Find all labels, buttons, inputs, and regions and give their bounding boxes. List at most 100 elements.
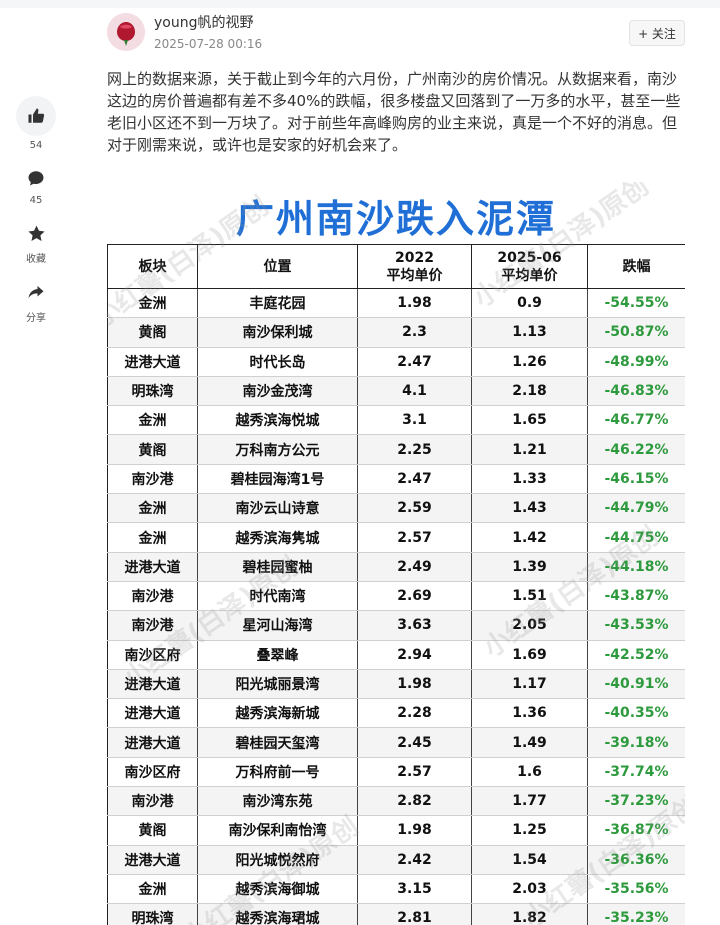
cell-location: 叠翠峰 [197,640,358,670]
cell-drop: -40.91% [587,669,685,700]
table-row: 进港大道 碧桂园天玺湾 2.45 1.49 -39.18% [107,727,685,758]
share-button[interactable]: 分享 [14,279,58,324]
comment-button[interactable]: 45 [14,165,58,206]
favorite-button[interactable]: 收藏 [14,220,58,265]
table-row: 南沙港 碧桂园海湾1号 2.47 1.33 -46.15% [107,464,685,495]
table-row: 金洲 越秀滨海隽城 2.57 1.42 -44.75% [107,522,685,553]
cell-2022-price: 1.98 [357,669,472,700]
table-row: 南沙区府 叠翠峰 2.94 1.69 -42.52% [107,640,685,670]
cell-drop: -37.23% [587,786,685,817]
table-row: 黄阁 万科南方公元 2.25 1.21 -46.22% [107,434,685,465]
action-rail: 54 45 收藏 分享 [14,96,58,338]
table-row: 南沙港 时代南湾 2.69 1.51 -43.87% [107,581,685,612]
cell-2022-price: 2.45 [357,727,472,758]
cell-2022-price: 1.98 [357,815,472,846]
cell-2025-price: 1.26 [471,347,588,377]
cell-2025-price: 1.82 [471,903,588,925]
cell-drop: -36.36% [587,845,685,875]
cell-location: 阳光城悦然府 [197,845,358,875]
cell-2025-price: 1.17 [471,669,588,700]
cell-2025-price: 1.77 [471,786,588,817]
cell-2025-price: 2.18 [471,376,588,407]
cell-2025-price: 1.42 [471,522,588,553]
cell-2025-price: 1.36 [471,698,588,729]
header-2025-year: 2025-06 [497,249,562,266]
table-row: 进港大道 阳光城丽景湾 1.98 1.17 -40.91% [107,669,685,700]
follow-button[interactable]: + 关注 [629,20,685,46]
table-row: 金洲 南沙云山诗意 2.59 1.43 -44.79% [107,493,685,524]
cell-2025-price: 1.54 [471,845,588,875]
cell-location: 越秀滨海隽城 [197,522,358,553]
cell-location: 阳光城丽景湾 [197,669,358,700]
post-timestamp: 2025-07-28 00:16 [154,37,263,51]
header-2022-unit: 平均单价 [386,267,443,284]
cell-2025-price: 2.03 [471,874,588,905]
cell-2025-price: 1.69 [471,640,588,670]
cell-drop: -43.87% [587,581,685,612]
cell-drop: -44.75% [587,522,685,553]
cell-drop: -46.22% [587,434,685,465]
cell-area: 黄阁 [107,815,198,846]
cell-2022-price: 2.57 [357,757,472,788]
cell-drop: -54.55% [587,288,685,319]
table-row: 金洲 越秀滨海悦城 3.1 1.65 -46.77% [107,405,685,436]
cell-area: 金洲 [107,405,198,436]
cell-2025-price: 1.13 [471,317,588,348]
cell-2022-price: 3.15 [357,874,472,905]
cell-2022-price: 2.28 [357,698,472,729]
cell-2025-price: 2.05 [471,610,588,641]
cell-area: 南沙区府 [107,640,198,670]
cell-area: 进港大道 [107,669,198,700]
cell-drop: -43.53% [587,610,685,641]
cell-location: 时代长岛 [197,347,358,377]
cell-drop: -35.23% [587,903,685,925]
post-text: 网上的数据来源，关于截止到今年的六月份，广州南沙的房价情况。从数据来看，南沙这边… [107,70,681,154]
cell-area: 进港大道 [107,552,198,582]
table-row: 黄阁 南沙保利南怡湾 1.98 1.25 -36.87% [107,815,685,846]
cell-2022-price: 4.1 [357,376,472,407]
cell-drop: -36.87% [587,815,685,846]
cell-area: 进港大道 [107,727,198,758]
table-header-row: 板块 位置 2022 平均单价 2025-06 平均单价 跌幅 [107,244,685,289]
cell-area: 进港大道 [107,845,198,875]
cell-drop: -48.99% [587,347,685,377]
table-row: 南沙港 南沙湾东苑 2.82 1.77 -37.23% [107,786,685,817]
cell-2025-price: 1.21 [471,434,588,465]
cell-location: 时代南湾 [197,581,358,612]
cell-area: 金洲 [107,493,198,524]
cell-location: 南沙云山诗意 [197,493,358,524]
cell-2025-price: 1.39 [471,552,588,582]
post-image[interactable]: 广州南沙跌入泥潭 板块 位置 2022 平均单价 2025-06 平均单价 跌幅 金… [107,182,685,925]
cell-2025-price: 1.25 [471,815,588,846]
price-table: 板块 位置 2022 平均单价 2025-06 平均单价 跌幅 金洲 丰庭花园 1.98… [107,244,685,925]
table-row: 金洲 越秀滨海御城 3.15 2.03 -35.56% [107,874,685,905]
cell-2022-price: 1.98 [357,288,472,319]
cell-drop: -46.15% [587,464,685,495]
header-2025-price: 2025-06 平均单价 [471,244,588,289]
share-icon [16,279,56,305]
cell-2022-price: 2.47 [357,347,472,377]
cell-drop: -40.35% [587,698,685,729]
cell-area: 南沙区府 [107,757,198,788]
cell-drop: -44.18% [587,552,685,582]
cell-area: 金洲 [107,522,198,553]
cell-drop: -39.18% [587,727,685,758]
cell-2025-price: 1.51 [471,581,588,612]
cell-area: 明珠湾 [107,376,198,407]
cell-location: 南沙湾东苑 [197,786,358,817]
cell-drop: -50.87% [587,317,685,348]
share-label: 分享 [26,313,46,324]
cell-2022-price: 2.57 [357,522,472,553]
image-title: 广州南沙跌入泥潭 [235,197,556,241]
cell-location: 越秀滨海新城 [197,698,358,729]
like-button[interactable]: 54 [14,96,58,151]
table-row: 进港大道 阳光城悦然府 2.42 1.54 -36.36% [107,845,685,875]
cell-location: 南沙保利南怡湾 [197,815,358,846]
cell-2022-price: 2.94 [357,640,472,670]
cell-2022-price: 3.1 [357,405,472,436]
cell-location: 万科府前一号 [197,757,358,788]
cell-location: 万科南方公元 [197,434,358,465]
cell-drop: -44.79% [587,493,685,524]
avatar[interactable] [107,12,145,51]
author-name[interactable]: young帆的视野 [154,15,254,31]
